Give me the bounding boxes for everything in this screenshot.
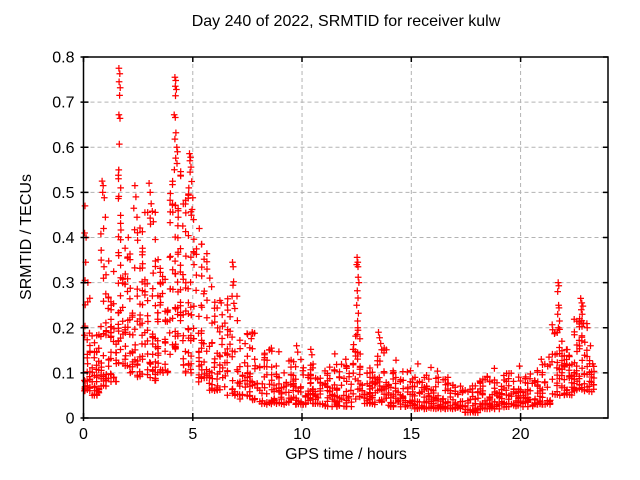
y-tick-label: 0 bbox=[66, 411, 75, 428]
y-tick-label: 0.1 bbox=[52, 365, 74, 382]
x-axis-label: GPS time / hours bbox=[285, 446, 407, 463]
y-tick-label: 0.5 bbox=[52, 185, 74, 202]
y-tick-label: 0.7 bbox=[52, 95, 74, 112]
y-tick-label: 0.4 bbox=[52, 230, 74, 247]
y-tick-label: 0.8 bbox=[52, 50, 74, 67]
y-tick-label: 0.2 bbox=[52, 320, 74, 337]
scatter-points-path bbox=[81, 65, 598, 416]
x-tick-label: 5 bbox=[188, 426, 197, 443]
x-tick-label: 15 bbox=[402, 426, 420, 443]
x-tick-label: 0 bbox=[79, 426, 88, 443]
y-axis-label: SRMTID / TECUs bbox=[18, 174, 35, 300]
y-tick-label: 0.6 bbox=[52, 140, 74, 157]
plot-border bbox=[82, 56, 609, 419]
data-points bbox=[81, 65, 598, 416]
chart-title: Day 240 of 2022, SRMTID for receiver kul… bbox=[191, 13, 501, 30]
tick-labels: 0 0.1 0.2 0.3 0.4 0.5 0.6 0.7 0.8 0 5 10 15 20 bbox=[52, 50, 529, 444]
x-tick-label: 10 bbox=[293, 426, 311, 443]
y-tick-label: 0.3 bbox=[52, 275, 74, 292]
x-tick-label: 20 bbox=[512, 426, 530, 443]
